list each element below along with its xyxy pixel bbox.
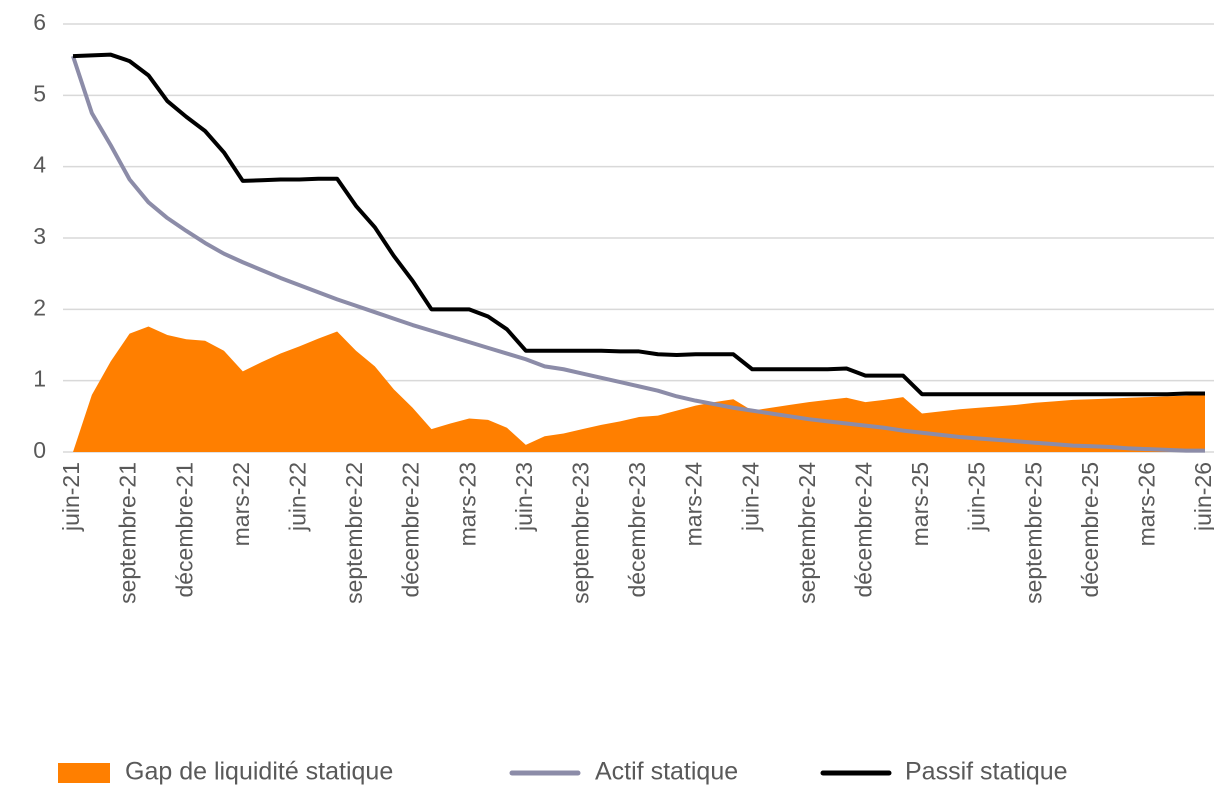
line — [72, 52, 1205, 397]
x-tick-label: mars-26 — [1133, 462, 1159, 546]
x-tick-label: juin-21 — [58, 462, 84, 532]
y-tick-label: 2 — [33, 294, 46, 320]
x-tick-label: décembre-24 — [850, 462, 876, 598]
legend-label: Actif statique — [595, 758, 738, 786]
x-tick-label: mars-24 — [681, 462, 707, 547]
x-tick-label: septembre-24 — [794, 462, 820, 604]
x-tick-label: juin-22 — [284, 462, 310, 532]
x-tick-label: décembre-23 — [624, 462, 650, 598]
x-tick-label: juin-25 — [964, 462, 990, 532]
x-tick-label: décembre-25 — [1077, 462, 1103, 598]
y-tick-label: 4 — [33, 152, 46, 178]
x-tick-label: septembre-21 — [115, 462, 141, 604]
x-tick-label: décembre-21 — [171, 462, 197, 598]
x-tick-label: septembre-23 — [567, 462, 593, 604]
x-tick-label: juin-23 — [511, 462, 537, 532]
x-tick-label: septembre-22 — [341, 462, 367, 604]
y-tick-label: 6 — [33, 9, 46, 35]
area — [73, 326, 1205, 452]
y-tick-label: 1 — [33, 366, 46, 392]
y-tick-label: 3 — [33, 223, 46, 249]
y-tick-label: 5 — [33, 80, 46, 106]
legend-label: Passif statique — [905, 758, 1068, 786]
x-tick-label: mars-23 — [454, 462, 480, 546]
legend-swatch — [58, 763, 110, 783]
x-tick-label: septembre-25 — [1020, 462, 1046, 604]
y-tick-label: 0 — [33, 437, 46, 463]
line — [71, 55, 1205, 453]
x-tick-label: mars-25 — [907, 462, 933, 546]
legend-label: Gap de liquidité statique — [125, 758, 393, 786]
x-tick-label: mars-22 — [228, 462, 254, 546]
x-tick-label: juin-24 — [737, 462, 763, 532]
x-tick-label: juin-26 — [1190, 462, 1214, 532]
x-tick-label: décembre-22 — [398, 462, 424, 598]
